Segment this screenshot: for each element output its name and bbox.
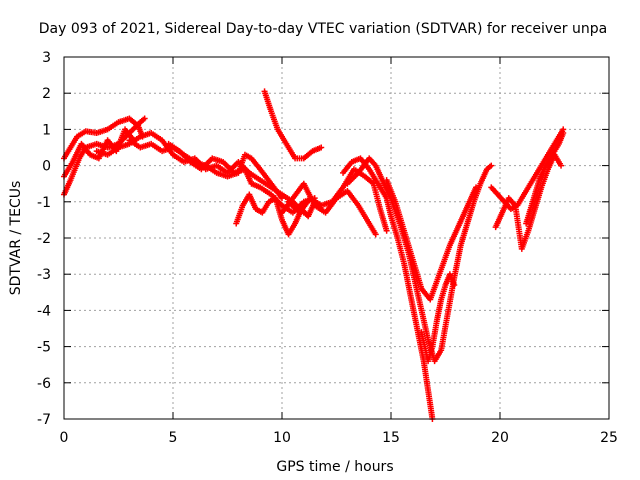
grid: [64, 57, 609, 419]
y-tick-label: -6: [37, 376, 51, 392]
x-tick-label: 10: [273, 430, 291, 446]
data-point: [372, 231, 379, 238]
x-tick-label: 5: [169, 430, 178, 446]
chart-title: Day 093 of 2021, Sidereal Day-to-day VTE…: [39, 21, 607, 37]
series-trace-8: [261, 88, 325, 162]
data-point: [141, 115, 148, 122]
x-tick-label: 15: [382, 430, 400, 446]
x-tick-label: 0: [60, 430, 69, 446]
y-tick-label: -5: [37, 340, 51, 356]
x-axis-label: GPS time / hours: [276, 459, 393, 475]
y-tick-label: -4: [37, 303, 51, 319]
series-trace-17: [523, 130, 567, 227]
y-tick-label: 0: [42, 159, 51, 175]
data-points: [61, 88, 567, 422]
data-point: [383, 227, 390, 234]
y-tick-label: -2: [37, 231, 51, 247]
data-point: [318, 144, 325, 151]
y-tick-label: -3: [37, 267, 51, 283]
y-tick-label: -7: [37, 412, 51, 428]
x-tick-label: 20: [491, 430, 509, 446]
y-tick-label: 2: [42, 86, 51, 102]
data-point: [451, 282, 458, 289]
series-trace-10: [279, 180, 379, 238]
y-tick-label: 3: [42, 50, 51, 66]
y-tick-label: 1: [42, 122, 51, 138]
plot-frame: [63, 56, 610, 420]
data-point: [560, 130, 567, 137]
data-point: [488, 162, 495, 169]
y-tick-label: -1: [37, 195, 51, 211]
data-point: [279, 195, 285, 202]
data-point: [558, 162, 565, 169]
series-trace-13: [383, 177, 480, 303]
x-tick-label: 25: [600, 430, 618, 446]
series-trace-14: [418, 271, 458, 365]
data-point: [473, 184, 480, 191]
y-axis-label: SDTVAR / TECUs: [8, 181, 24, 296]
